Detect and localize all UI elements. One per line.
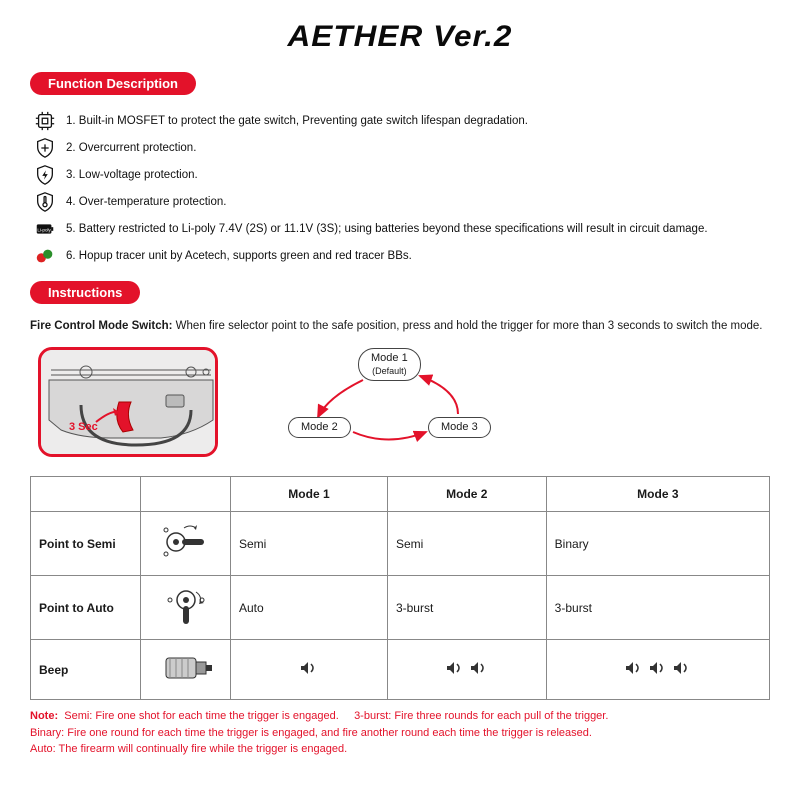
table-row: Point to Auto Auto 3-burst 3-burst — [31, 576, 770, 640]
function-text: 1. Built-in MOSFET to protect the gate s… — [66, 115, 528, 127]
mode-cycle-diagram: Mode 1 (Default) Mode 2 Mode 3 — [258, 342, 518, 462]
shield-temp-icon — [34, 191, 56, 213]
row-label: Point to Semi — [31, 512, 141, 576]
function-item: 6. Hopup tracer unit by Acetech, support… — [34, 245, 770, 267]
cell: Semi — [387, 512, 546, 576]
table-header-mode3: Mode 3 — [546, 477, 769, 512]
table-row: Point to Semi Semi Semi Binary — [31, 512, 770, 576]
function-item: 2. Overcurrent protection. — [34, 137, 770, 159]
note-line2: Binary: Fire one round for each time the… — [30, 727, 592, 739]
table-header-icon — [141, 477, 231, 512]
mode-table: Mode 1 Mode 2 Mode 3 Point to Semi Semi … — [30, 476, 770, 700]
function-item: 1. Built-in MOSFET to protect the gate s… — [34, 110, 770, 132]
trigger-diagram: 3 Sec — [38, 347, 218, 457]
mode3-bubble: Mode 3 — [428, 417, 491, 438]
cell: Binary — [546, 512, 769, 576]
cell: Auto — [231, 576, 388, 640]
sound-icon — [625, 661, 691, 675]
sound-icon — [446, 661, 488, 675]
motor-icon — [141, 640, 231, 700]
function-list: 1. Built-in MOSFET to protect the gate s… — [34, 110, 770, 267]
mode1-sub: (Default) — [372, 366, 407, 376]
cell: 3-burst — [387, 576, 546, 640]
fire-control-heading: Fire Control Mode Switch: — [30, 320, 172, 332]
selector-semi-icon — [141, 512, 231, 576]
cell-beep3 — [546, 640, 769, 700]
cell: 3-burst — [546, 576, 769, 640]
table-row: Beep — [31, 640, 770, 700]
hold-label: 3 Sec — [69, 421, 98, 433]
section-instructions: Instructions — [30, 281, 140, 304]
page-title: AETHER Ver.2 — [12, 20, 789, 54]
chip-icon — [34, 110, 56, 132]
fire-control-instruction: Fire Control Mode Switch: When fire sele… — [30, 320, 770, 332]
shield-bolt-icon — [34, 164, 56, 186]
table-header-mode2: Mode 2 — [387, 477, 546, 512]
function-text: 3. Low-voltage protection. — [66, 169, 198, 181]
selector-auto-icon — [141, 576, 231, 640]
mode1-bubble: Mode 1 (Default) — [358, 348, 421, 381]
svg-text:Li-poly: Li-poly — [37, 227, 51, 232]
note-line1a: Semi: Fire one shot for each time the tr… — [64, 710, 339, 722]
mode1-label: Mode 1 — [371, 352, 408, 364]
note-line3: Auto: The firearm will continually fire … — [30, 743, 347, 755]
fire-control-body: When fire selector point to the safe pos… — [172, 320, 762, 332]
function-text: 5. Battery restricted to Li-poly 7.4V (2… — [66, 223, 708, 235]
function-text: 4. Over-temperature protection. — [66, 196, 226, 208]
row-label: Beep — [31, 640, 141, 700]
shield-plus-icon — [34, 137, 56, 159]
table-header-mode1: Mode 1 — [231, 477, 388, 512]
mode2-bubble: Mode 2 — [288, 417, 351, 438]
note-block: Note: Semi: Fire one shot for each time … — [30, 708, 770, 758]
tracer-icon — [34, 245, 56, 267]
cell-beep1 — [231, 640, 388, 700]
battery-icon: Li-poly — [34, 218, 56, 240]
function-text: 2. Overcurrent protection. — [66, 142, 196, 154]
sound-icon — [300, 661, 318, 675]
diagram-row: 3 Sec Mode 1 (Default) Mode 2 Mode 3 — [30, 342, 770, 462]
cell: Semi — [231, 512, 388, 576]
function-text: 6. Hopup tracer unit by Acetech, support… — [66, 250, 412, 262]
section-function-description: Function Description — [30, 72, 196, 95]
row-label: Point to Auto — [31, 576, 141, 640]
function-item: 4. Over-temperature protection. — [34, 191, 770, 213]
table-header-empty — [31, 477, 141, 512]
note-line1b: 3-burst: Fire three rounds for each pull… — [354, 710, 608, 722]
note-prefix: Note: — [30, 710, 58, 722]
cell-beep2 — [387, 640, 546, 700]
function-item: Li-poly 5. Battery restricted to Li-poly… — [34, 218, 770, 240]
function-item: 3. Low-voltage protection. — [34, 164, 770, 186]
